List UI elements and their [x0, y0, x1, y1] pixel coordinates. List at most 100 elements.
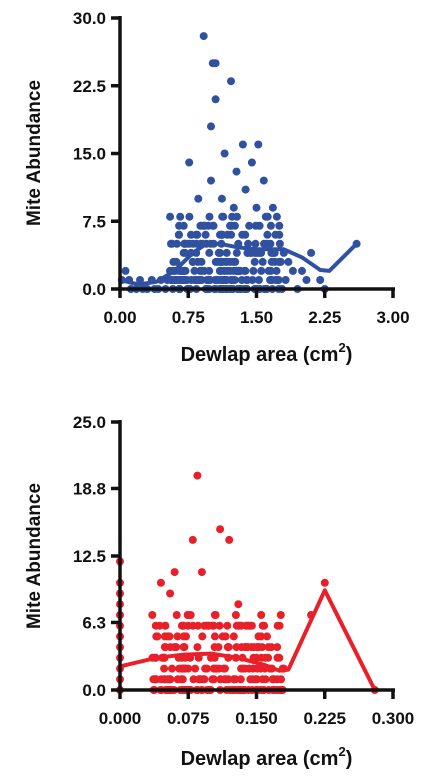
- data-point: [188, 535, 197, 544]
- y-tick-label: 18.8: [73, 479, 106, 498]
- data-point: [211, 95, 220, 104]
- data-point: [243, 621, 251, 630]
- y-tick-label: 6.3: [82, 613, 106, 632]
- data-point: [256, 664, 265, 673]
- data-point: [160, 643, 169, 652]
- data-point: [178, 664, 187, 673]
- data-point: [170, 568, 179, 577]
- data-point: [185, 212, 194, 221]
- data-point: [216, 675, 225, 684]
- y-tick-label: 25.0: [73, 413, 106, 432]
- data-point: [275, 230, 284, 239]
- data-point: [198, 632, 207, 641]
- data-point: [178, 276, 187, 284]
- data-point: [271, 276, 280, 284]
- data-point: [307, 248, 316, 257]
- data-point: [207, 122, 215, 131]
- data-point: [272, 212, 281, 221]
- data-point: [272, 266, 281, 275]
- data-point: [252, 203, 261, 212]
- data-point: [232, 248, 241, 257]
- data-point: [245, 221, 254, 230]
- data-point: [231, 611, 240, 619]
- data-point: [247, 643, 256, 652]
- data-point: [231, 257, 240, 266]
- data-point: [275, 221, 284, 230]
- data-point: [258, 257, 267, 266]
- data-point: [258, 675, 267, 684]
- data-point: [229, 632, 238, 641]
- data-point: [182, 632, 190, 641]
- x-tick-label: 0.000: [99, 709, 142, 728]
- x-tick-label: 3.00: [376, 308, 409, 327]
- data-point: [207, 176, 215, 185]
- fit-line: [119, 241, 359, 287]
- data-point: [196, 675, 205, 684]
- data-point: [199, 32, 208, 41]
- data-point: [266, 221, 275, 230]
- data-point: [254, 276, 263, 284]
- data-point: [257, 653, 266, 662]
- data-point: [190, 266, 199, 275]
- data-point: [156, 578, 165, 587]
- x-tick-label: 2.25: [308, 308, 341, 327]
- data-point: [217, 194, 226, 203]
- data-point: [191, 664, 200, 673]
- data-point: [223, 621, 232, 630]
- data-point: [237, 276, 246, 284]
- data-point: [181, 248, 189, 257]
- data-point: [219, 664, 228, 673]
- data-point: [216, 257, 225, 266]
- data-point: [205, 212, 214, 221]
- data-point: [227, 230, 236, 239]
- data-point: [200, 266, 209, 275]
- data-point: [232, 621, 241, 630]
- data-point: [257, 266, 266, 275]
- y-axis-label: Mite Abundance: [24, 80, 45, 226]
- data-point: [194, 621, 202, 630]
- data-point: [201, 230, 210, 239]
- data-point: [219, 212, 228, 221]
- y-tick-label: 12.5: [73, 547, 106, 566]
- data-point: [194, 276, 203, 284]
- data-point: [149, 675, 158, 684]
- x-tick-label: 0.300: [372, 709, 415, 728]
- data-point: [157, 675, 166, 684]
- data-point: [237, 643, 246, 652]
- data-point: [260, 621, 269, 630]
- data-point: [264, 653, 273, 662]
- y-tick-label: 15.0: [73, 145, 106, 164]
- data-point: [200, 221, 208, 230]
- data-point: [173, 675, 182, 684]
- x-tick-label: 1.50: [240, 308, 273, 327]
- data-point: [209, 221, 217, 230]
- data-point: [166, 675, 174, 684]
- data-point: [212, 664, 221, 673]
- data-point: [218, 230, 227, 239]
- data-point: [230, 675, 238, 684]
- data-point: [254, 632, 263, 641]
- y-axis-label: Mite Abundance: [24, 483, 45, 629]
- data-point: [275, 239, 284, 248]
- data-point: [185, 239, 194, 248]
- data-point: [218, 632, 227, 641]
- data-point: [194, 194, 203, 203]
- data-point: [234, 600, 243, 609]
- data-point: [152, 632, 161, 641]
- data-point: [245, 664, 253, 673]
- data-point: [202, 664, 211, 673]
- data-point: [168, 239, 176, 248]
- data-point: [298, 266, 306, 275]
- data-point: [215, 621, 224, 630]
- data-point: [193, 471, 202, 480]
- data-point: [216, 525, 225, 534]
- y-tick-label: 30.0: [73, 9, 106, 28]
- data-point: [254, 140, 263, 149]
- data-point: [229, 203, 238, 212]
- data-point: [176, 212, 185, 221]
- data-point: [224, 675, 233, 684]
- data-point: [185, 158, 194, 167]
- data-point: [180, 643, 189, 652]
